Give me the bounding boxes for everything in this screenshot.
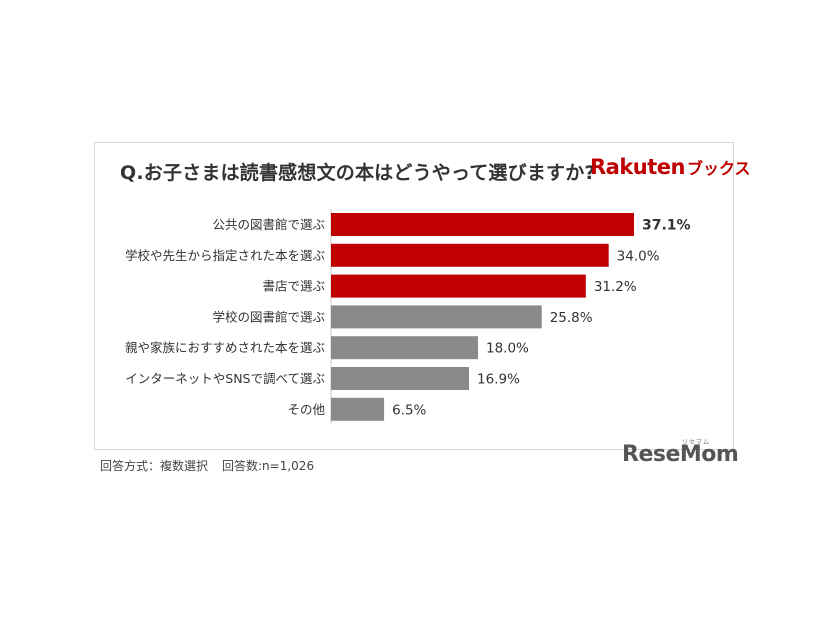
bar-6	[331, 367, 470, 390]
chart-title: Q.お子さまは読書感想文の本はどうやって選びますか?	[120, 162, 596, 184]
answer-count: 回答数:n=1,026	[222, 459, 315, 473]
value-label-3: 31.2%	[594, 279, 637, 295]
bar-7	[331, 397, 385, 421]
category-label-2: 学校や先生から指定された本を選ぶ	[125, 248, 325, 263]
value-label-6: 16.9%	[477, 372, 520, 388]
category-label-4: 学校の図書館で選ぶ	[212, 309, 325, 324]
bar-2	[331, 243, 609, 267]
category-label-1: 公共の図書館で選ぶ	[212, 217, 325, 232]
category-label-6: インターネットやSNSで調べて選ぶ	[125, 371, 325, 386]
brand-suffix: ブックス	[687, 159, 751, 178]
value-label-7: 6.5%	[392, 402, 426, 418]
category-label-5: 親や家族におすすめされた本を選ぶ	[125, 340, 325, 355]
footnote: 回答方式：複数選択 回答数:n=1,026	[100, 457, 314, 474]
answer-method: 回答方式：複数選択	[100, 459, 209, 473]
bar-1	[331, 213, 634, 236]
bar-5	[331, 336, 479, 360]
watermark-ruby: リセマム	[682, 439, 711, 446]
value-label-5: 18.0%	[486, 341, 529, 357]
value-label-4: 25.8%	[550, 310, 593, 326]
bar-3	[331, 274, 586, 298]
watermark-text: ReseMom	[622, 442, 739, 467]
category-label-3: 書店で選ぶ	[262, 279, 325, 294]
bar-4	[331, 305, 542, 329]
value-label-2: 34.0%	[617, 248, 660, 264]
rakuten-books-logo: Rakuten ブックス	[590, 155, 751, 179]
brand-name: Rakuten	[590, 155, 686, 179]
category-label-7: その他	[287, 402, 325, 417]
resemom-logo: ReseMom	[622, 442, 739, 467]
value-label-1: 37.1%	[642, 218, 691, 234]
